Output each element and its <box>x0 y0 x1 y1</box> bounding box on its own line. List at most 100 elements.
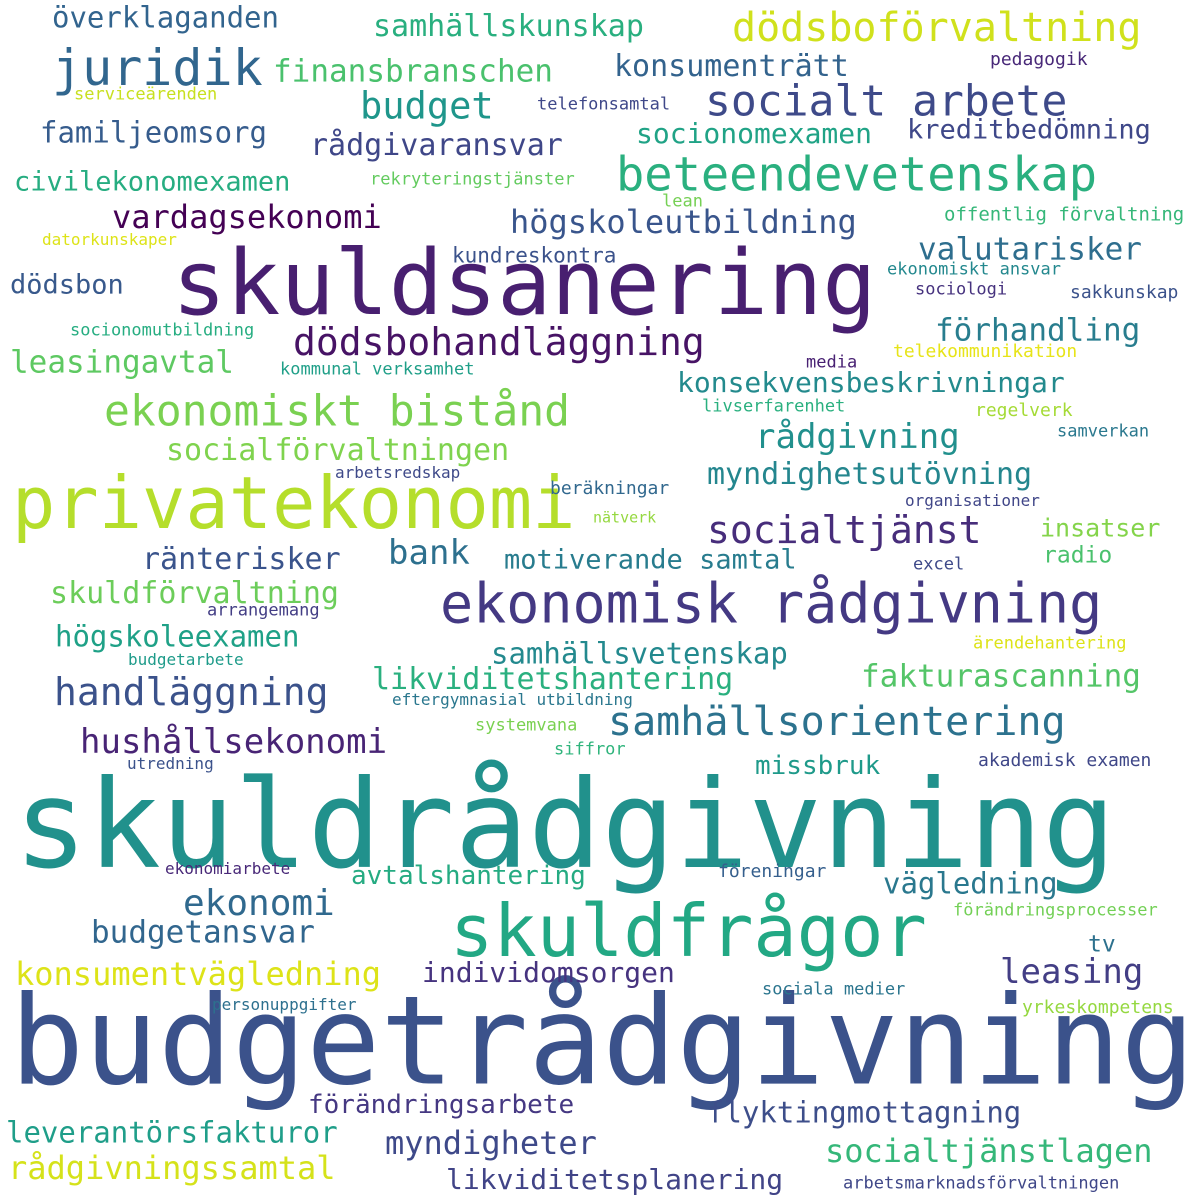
word: privatekonomi <box>12 461 576 545</box>
word: leasingavtal <box>10 344 234 381</box>
word: arbetsmarknadsförvaltningen <box>843 1173 1120 1194</box>
word: socialtjänst <box>707 508 982 552</box>
word: ekonomiarbete <box>165 859 291 878</box>
word: lean <box>662 191 703 212</box>
word: avtalshantering <box>351 861 586 891</box>
word: valutarisker <box>918 231 1142 268</box>
word: förändringsprocesser <box>953 900 1158 921</box>
word: rekryteringstjänster <box>370 169 575 190</box>
word: arrangemang <box>207 600 320 621</box>
word: hushållsekonomi <box>80 722 388 762</box>
word: socialt arbete <box>705 76 1068 127</box>
word: insatser <box>1040 513 1161 543</box>
word: akademisk examen <box>978 750 1152 771</box>
word: sakkunskap <box>1070 282 1179 303</box>
word: kundreskontra <box>452 243 617 268</box>
word: budget <box>360 84 494 128</box>
word: socionomexamen <box>636 117 873 150</box>
word: dödsbon <box>10 269 124 301</box>
word: samverkan <box>1057 421 1150 442</box>
word: budgetansvar <box>91 914 315 951</box>
word: samhällskunskap <box>373 9 644 44</box>
word: datorkunskaper <box>42 230 177 249</box>
word: förhandling <box>935 312 1141 349</box>
word: likviditetsplanering <box>446 1163 784 1196</box>
word: arbetsredskap <box>335 463 461 482</box>
word: familjeomsorg <box>40 115 267 150</box>
word: motiverande samtal <box>504 544 797 576</box>
word: ärendehantering <box>973 633 1127 654</box>
word: fakturascanning <box>861 658 1141 695</box>
word: rådgivning <box>755 417 960 457</box>
word: ekonomiskt bistånd <box>104 386 570 437</box>
word: siffror <box>554 739 626 760</box>
word: ekonomisk rådgivning <box>440 571 1103 636</box>
word: ekonomiskt ansvar <box>887 259 1061 280</box>
word: myndigheter <box>385 1124 597 1162</box>
word: telefonsamtal <box>537 94 671 115</box>
word: konsumenträtt <box>614 49 849 84</box>
word: förändringsarbete <box>308 1090 575 1120</box>
word: regelverk <box>975 400 1073 421</box>
word: yrkeskompetens <box>1022 997 1174 1018</box>
word: ekonomi <box>183 883 335 924</box>
word: beteendevetenskap <box>616 147 1098 203</box>
word: vardagsekonomi <box>112 198 382 236</box>
word: rådgivningssamtal <box>8 1149 336 1187</box>
word: skuldfrågor <box>450 889 927 973</box>
word: bank <box>388 533 470 573</box>
word: budgetrådgivning <box>10 970 1195 1114</box>
word: högskoleexamen <box>55 619 300 654</box>
word: sociologi <box>915 279 1008 300</box>
word: telekommunikation <box>893 341 1078 362</box>
word: radio <box>1043 542 1113 569</box>
word: civilekonomexamen <box>14 166 291 198</box>
word: föreningar <box>718 861 827 882</box>
word: eftergymnasial utbildning <box>392 690 633 709</box>
word: leverantörsfakturor <box>6 1115 338 1150</box>
word: rådgivaransvar <box>310 128 563 163</box>
word: socialförvaltningen <box>166 433 510 468</box>
word: sociala medier <box>762 979 906 1000</box>
word: skuldsanering <box>172 231 877 336</box>
word: skuldrådgivning <box>14 754 1116 896</box>
word: missbruk <box>755 751 881 781</box>
word: media <box>806 352 858 373</box>
word: nätverk <box>593 508 657 527</box>
word: livserfarenhet <box>702 396 846 417</box>
word: personuppgifter <box>212 995 357 1014</box>
word: kreditbedömning <box>907 114 1151 146</box>
word: offentlig förvaltning <box>944 203 1185 226</box>
word: juridik <box>52 39 263 97</box>
word: socialtjänstlagen <box>825 1132 1153 1170</box>
word: myndighetsutövning <box>707 457 1033 492</box>
word: högskoleutbildning <box>510 203 857 241</box>
word: ränterisker <box>142 542 341 577</box>
word: serviceärenden <box>74 84 218 105</box>
word: överklaganden <box>52 0 279 35</box>
word: konsumentvägledning <box>15 955 382 993</box>
word: finansbranschen <box>273 53 553 90</box>
word: skuldförvaltning <box>50 576 339 611</box>
word: flyktingmottagning <box>707 1095 1022 1130</box>
word: dödsboförvaltning <box>732 5 1142 51</box>
word: kommunal verksamhet <box>280 359 475 380</box>
word: konsekvensbeskrivningar <box>677 366 1065 399</box>
word: leasing <box>1000 952 1144 992</box>
word: socionomutbildning <box>70 320 255 341</box>
word: vägledning <box>883 866 1058 901</box>
word: excel <box>913 554 965 575</box>
word: individomsorgen <box>422 956 675 989</box>
word: samhällsvetenskap <box>491 636 788 671</box>
word: dödsbohandläggning <box>293 320 705 364</box>
word: budgetarbete <box>128 650 244 669</box>
word: organisationer <box>905 491 1040 510</box>
word: handläggning <box>54 670 329 714</box>
word: tv <box>1088 931 1116 958</box>
word: systemvana <box>475 715 578 736</box>
word: utredning <box>127 754 214 773</box>
word: beräkningar <box>550 478 670 499</box>
word: likviditetshantering <box>372 662 734 697</box>
word: samhällsorientering <box>608 699 1066 745</box>
